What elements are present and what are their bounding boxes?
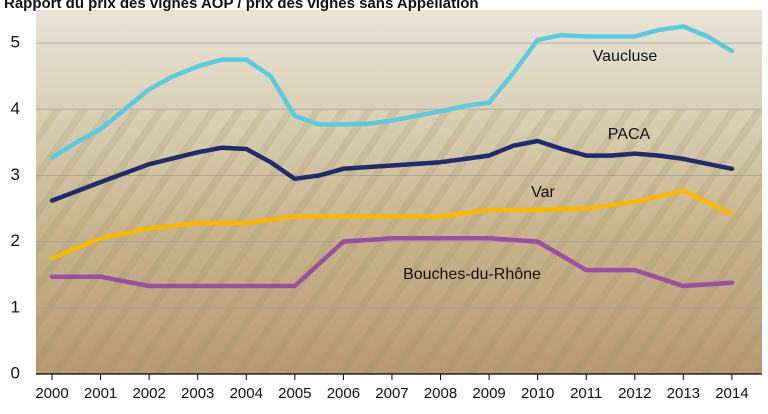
x-tick-label: 2012 [618,385,651,402]
x-tick-label: 2000 [35,385,68,402]
y-tick-label: 2 [11,231,20,250]
x-tick-label: 2011 [570,385,602,402]
x-tick-label: 2008 [424,385,457,402]
series-label: PACA [608,126,651,143]
y-tick-label: 4 [11,99,20,118]
y-tick-label: 3 [11,165,20,184]
x-tick-label: 2013 [667,385,700,402]
x-tick-label: 2014 [715,385,748,402]
x-tick-label: 2001 [84,385,117,402]
series-label: Vaucluse [593,48,658,65]
y-tick-label: 0 [11,363,20,382]
x-tick-label: 2010 [521,385,554,402]
x-tick-label: 2009 [472,385,505,402]
series-label: Var [531,184,555,201]
y-tick-label: 1 [11,297,20,316]
chart: Rapport du prix des vignes AOP / prix de… [0,0,768,409]
x-tick-label: 2003 [181,385,214,402]
x-tick-label: 2006 [327,385,360,402]
x-tick-label: 2005 [278,385,311,402]
y-tick-label: 5 [11,33,20,52]
x-tick-label: 2007 [375,385,408,402]
chart-title: Rapport du prix des vignes AOP / prix de… [4,0,479,12]
x-tick-label: 2004 [230,385,263,402]
series-label: Bouches-du-Rhône [403,266,541,283]
x-tick-label: 2002 [132,385,165,402]
